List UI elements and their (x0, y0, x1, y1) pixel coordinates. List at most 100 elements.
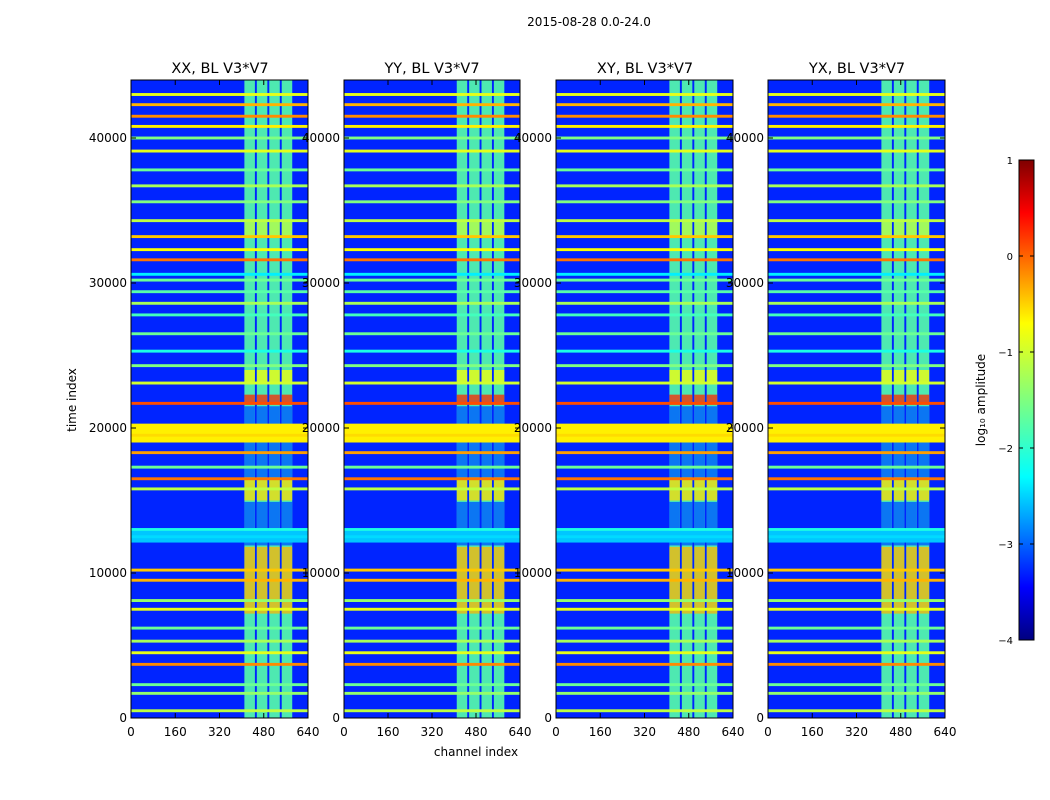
time-row (768, 313, 945, 317)
time-row (768, 278, 945, 282)
rfi-hot-block (694, 370, 705, 385)
heatmap-background (556, 80, 733, 718)
time-row (344, 487, 520, 491)
heatmap-background (344, 80, 520, 718)
time-row (131, 301, 308, 305)
time-row (344, 381, 520, 385)
time-row (344, 272, 520, 276)
panel-yx: YX, BL V3*V7 0 160 320 480 640 0 10000 20000 300… (726, 61, 957, 739)
time-row (556, 683, 733, 687)
time-row (131, 349, 308, 353)
time-row (344, 184, 520, 188)
y-tick-label: 10000 (302, 566, 340, 580)
time-row (344, 662, 520, 666)
time-row (768, 290, 945, 294)
rfi-hot-block (269, 370, 280, 385)
time-row (556, 535, 733, 539)
time-row (556, 639, 733, 643)
time-row (131, 332, 308, 336)
time-row (344, 691, 520, 695)
time-row (556, 200, 733, 204)
x-tick-label: 480 (889, 725, 912, 739)
rfi-gap-block (881, 501, 892, 546)
time-row (768, 124, 945, 128)
time-row (131, 114, 308, 118)
rfi-hot-block (893, 394, 905, 405)
time-row (556, 124, 733, 128)
time-row (344, 114, 520, 118)
time-row (768, 349, 945, 353)
colorbar-tick-label: −4 (998, 636, 1013, 647)
x-tick-label: 160 (589, 725, 612, 739)
rfi-hot-block (256, 394, 268, 405)
time-row (556, 235, 733, 239)
rfi-hot-block (281, 370, 293, 385)
time-row (556, 114, 733, 118)
x-tick-label: 320 (421, 725, 444, 739)
rfi-hot-block (681, 219, 693, 237)
time-row (131, 168, 308, 172)
time-row (768, 607, 945, 611)
time-row (768, 599, 945, 602)
rfi-hot-block (244, 370, 255, 385)
time-row (556, 381, 733, 385)
time-row (768, 626, 945, 630)
time-row (131, 639, 308, 643)
time-row (556, 103, 733, 107)
time-row (344, 607, 520, 611)
time-row (768, 477, 945, 481)
time-row (131, 103, 308, 107)
time-row (344, 535, 520, 539)
colorbar-ticks: 1 0 −1 −2 −3 −4 (998, 156, 1034, 647)
heatmap-background (131, 80, 308, 718)
rfi-gap-block (281, 501, 293, 546)
y-tick-label: 0 (119, 711, 127, 725)
time-row (768, 168, 945, 172)
rfi-gap-block (669, 501, 680, 546)
time-row (768, 535, 945, 539)
time-row (131, 477, 308, 481)
time-row (131, 709, 308, 713)
rfi-hot-block (244, 394, 255, 405)
time-row (556, 168, 733, 172)
time-row (768, 332, 945, 336)
time-row (556, 313, 733, 317)
thick-time-band (556, 423, 733, 443)
time-row (768, 528, 945, 531)
x-axis-label: channel index (434, 745, 518, 759)
time-row (131, 465, 308, 469)
time-row (131, 219, 308, 223)
rfi-hot-block (281, 219, 293, 237)
rfi-hot-block (481, 394, 492, 405)
rfi-hot-block (918, 219, 930, 237)
time-row (768, 149, 945, 153)
rfi-hot-block (881, 370, 892, 385)
time-row (344, 235, 520, 239)
time-row (556, 248, 733, 252)
time-row (768, 114, 945, 118)
time-row (131, 401, 308, 405)
time-row (131, 683, 308, 687)
time-row (768, 272, 945, 276)
rfi-hot-block (906, 394, 917, 405)
time-row (556, 364, 733, 368)
time-row (131, 626, 308, 630)
time-row (768, 248, 945, 252)
time-row (344, 568, 520, 572)
time-row (344, 401, 520, 405)
time-row (131, 662, 308, 666)
rfi-hot-block (681, 370, 693, 385)
time-row (556, 219, 733, 223)
time-row (768, 364, 945, 368)
panel-title-xx: XX, BL V3*V7 (171, 61, 268, 77)
y-tick-label: 20000 (514, 421, 552, 435)
time-row (131, 568, 308, 572)
time-row (344, 149, 520, 153)
x-tick-label: 0 (764, 725, 772, 739)
time-row (556, 332, 733, 336)
rfi-hot-block (456, 370, 468, 385)
y-tick-label: 20000 (726, 421, 764, 435)
thick-time-band (131, 423, 308, 443)
y-tick-label: 0 (756, 711, 764, 725)
